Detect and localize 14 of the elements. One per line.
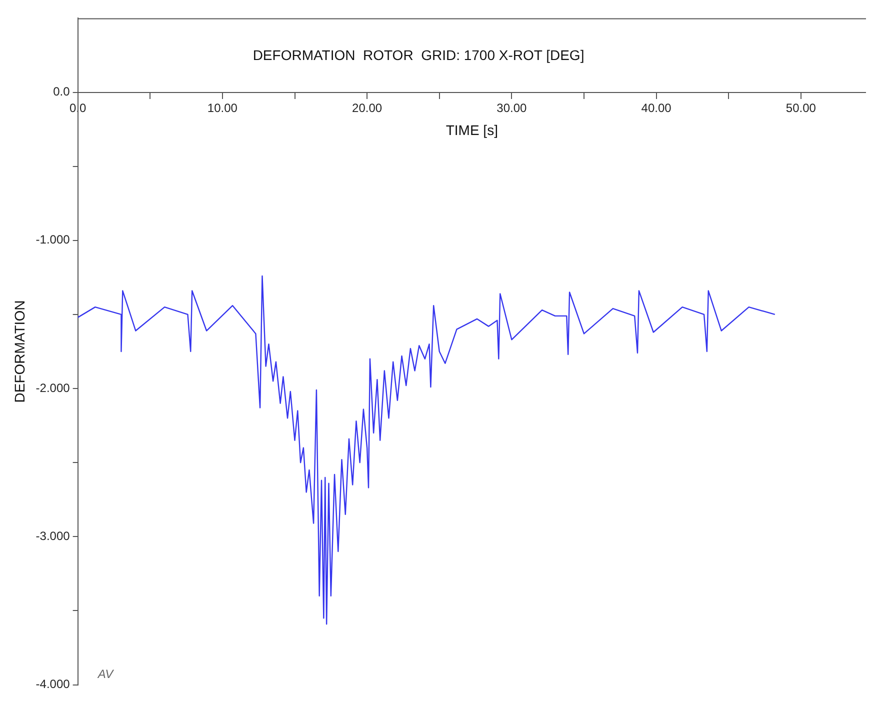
- y-tick-label: -2.000: [36, 380, 70, 395]
- x-tick-label: 30.00: [496, 100, 528, 115]
- y-tick-label: -1.000: [36, 232, 70, 247]
- x-tick-label: 40.00: [641, 100, 672, 115]
- y-tick-label: -4.000: [36, 677, 70, 692]
- text: DEFORMATION ROTOR GRID: 1700 X-ROT [DEG]: [252, 47, 584, 64]
- y-tick-label: 0.0: [53, 84, 70, 99]
- x-tick-label: 50.00: [786, 100, 816, 115]
- annotation: AV: [96, 667, 114, 682]
- y-tick-label: -3.000: [36, 528, 70, 543]
- x-axis-title: TIME [s]: [446, 122, 498, 138]
- x-tick-label: 20.00: [352, 100, 382, 115]
- y-axis-title: DEFORMATION: [11, 300, 28, 403]
- x-tick-label: 10.00: [207, 100, 238, 115]
